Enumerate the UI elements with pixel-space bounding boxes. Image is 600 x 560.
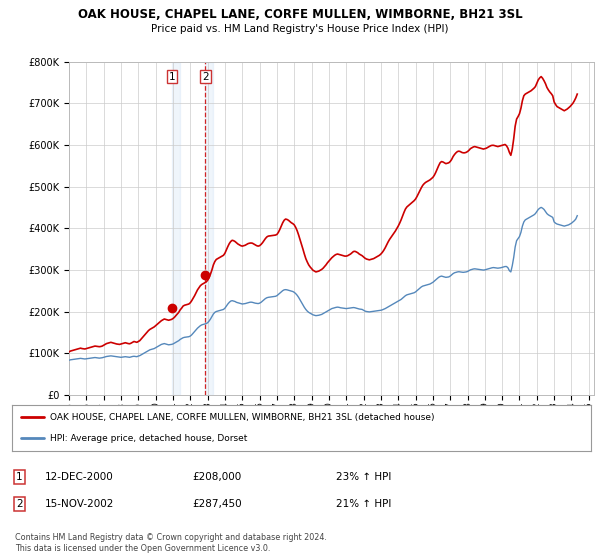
Text: Contains HM Land Registry data © Crown copyright and database right 2024.
This d: Contains HM Land Registry data © Crown c…: [15, 533, 327, 553]
Text: Price paid vs. HM Land Registry's House Price Index (HPI): Price paid vs. HM Land Registry's House …: [151, 24, 449, 34]
Text: 2: 2: [16, 499, 23, 509]
Text: 15-NOV-2002: 15-NOV-2002: [45, 499, 115, 509]
Text: 2: 2: [202, 72, 209, 82]
Text: 1: 1: [16, 472, 23, 482]
Bar: [172, 62, 180, 395]
Text: 12-DEC-2000: 12-DEC-2000: [45, 472, 114, 482]
Text: HPI: Average price, detached house, Dorset: HPI: Average price, detached house, Dors…: [50, 434, 247, 443]
Text: 23% ↑ HPI: 23% ↑ HPI: [336, 472, 391, 482]
Text: £208,000: £208,000: [192, 472, 241, 482]
Bar: [205, 62, 214, 395]
Text: 21% ↑ HPI: 21% ↑ HPI: [336, 499, 391, 509]
Text: OAK HOUSE, CHAPEL LANE, CORFE MULLEN, WIMBORNE, BH21 3SL (detached house): OAK HOUSE, CHAPEL LANE, CORFE MULLEN, WI…: [50, 413, 434, 422]
Text: 1: 1: [169, 72, 176, 82]
Text: OAK HOUSE, CHAPEL LANE, CORFE MULLEN, WIMBORNE, BH21 3SL: OAK HOUSE, CHAPEL LANE, CORFE MULLEN, WI…: [77, 8, 523, 21]
Text: £287,450: £287,450: [192, 499, 242, 509]
